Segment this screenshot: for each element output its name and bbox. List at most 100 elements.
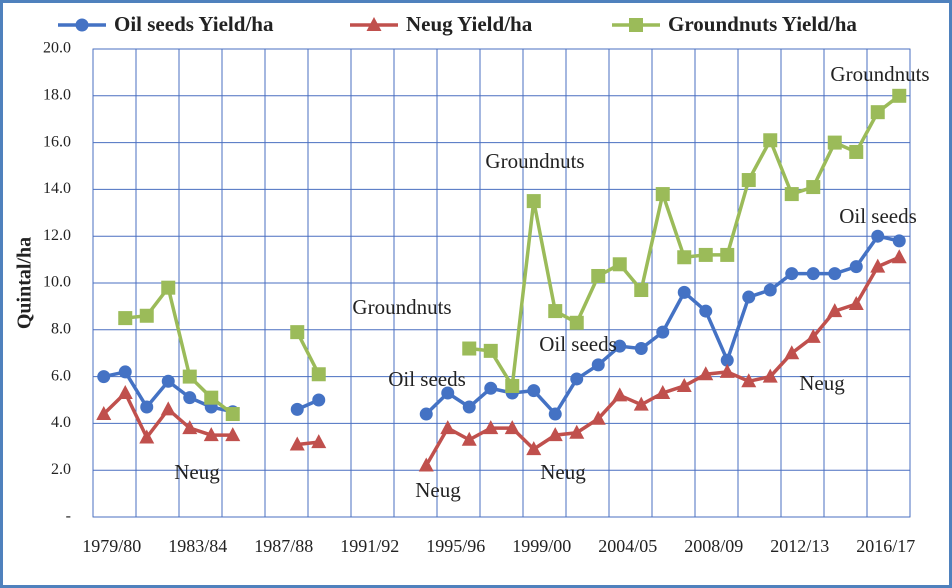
- data-point: [203, 427, 219, 442]
- data-point: [784, 345, 800, 360]
- data-point: [118, 311, 133, 326]
- data-point: [526, 441, 542, 456]
- legend-label: Neug Yield/ha: [406, 12, 533, 36]
- y-tick-label: 20.0: [43, 40, 71, 57]
- data-point: [612, 387, 628, 402]
- data-point: [590, 410, 606, 425]
- data-point: [526, 194, 541, 209]
- y-tick-label: 14.0: [43, 180, 71, 197]
- data-point: [806, 267, 820, 281]
- data-point: [676, 377, 692, 392]
- y-tick-label: 6.0: [51, 367, 71, 384]
- data-point: [849, 260, 863, 274]
- data-point: [785, 267, 799, 281]
- data-point: [870, 105, 885, 120]
- data-point: [570, 372, 584, 386]
- data-point: [720, 247, 735, 262]
- data-point: [225, 427, 241, 442]
- y-tick-label: 2.0: [51, 461, 71, 478]
- annotation: Groundnuts: [352, 295, 451, 319]
- data-point: [871, 229, 885, 243]
- legend-marker: [366, 17, 382, 31]
- data-point: [569, 424, 585, 439]
- data-point: [634, 342, 648, 356]
- data-point: [547, 427, 563, 442]
- data-point: [204, 390, 219, 405]
- data-point: [655, 384, 671, 399]
- data-point: [483, 343, 498, 358]
- data-point: [311, 367, 326, 382]
- data-point: [892, 88, 907, 103]
- data-point: [140, 400, 154, 414]
- data-point: [548, 407, 562, 421]
- annotation: Oil seeds: [388, 367, 466, 391]
- y-tick-label: 4.0: [51, 414, 71, 431]
- data-point: [828, 267, 842, 281]
- annotation: Neug: [415, 478, 461, 502]
- data-point: [634, 283, 649, 298]
- data-point: [484, 381, 498, 395]
- data-point: [182, 369, 197, 384]
- data-point: [719, 363, 735, 378]
- data-point: [591, 358, 605, 372]
- data-point: [849, 144, 864, 159]
- data-point: [505, 378, 520, 393]
- annotation: Neug: [174, 460, 220, 484]
- data-point: [655, 187, 670, 202]
- data-point: [462, 341, 477, 356]
- data-point: [613, 339, 627, 353]
- data-point: [97, 370, 111, 384]
- annotation: Neug: [799, 371, 845, 395]
- y-tick-label: 12.0: [43, 227, 71, 244]
- data-point: [161, 280, 176, 295]
- x-tick-label: 1987/88: [254, 536, 313, 556]
- data-point: [892, 234, 906, 248]
- data-point: [805, 328, 821, 343]
- series-line: [295, 331, 321, 376]
- data-point: [289, 436, 305, 451]
- data-point: [656, 325, 670, 339]
- data-point: [741, 173, 756, 188]
- data-point: [827, 135, 842, 150]
- data-point: [161, 374, 175, 388]
- data-point: [591, 268, 606, 283]
- data-point: [312, 393, 326, 407]
- x-tick-label: 2012/13: [770, 536, 829, 556]
- legend-marker: [629, 18, 643, 32]
- data-point: [827, 303, 843, 318]
- annotation: Oil seeds: [539, 332, 617, 356]
- y-tick-label: -: [66, 508, 71, 525]
- x-tick-label: 1991/92: [340, 536, 399, 556]
- legend-marker: [75, 18, 89, 32]
- data-point: [483, 420, 499, 435]
- y-axis-label: Quintal/ha: [14, 237, 36, 329]
- x-tick-label: 2008/09: [684, 536, 743, 556]
- data-point: [419, 407, 433, 421]
- data-point: [699, 304, 713, 318]
- annotation: Groundnuts: [485, 149, 584, 173]
- data-point: [96, 406, 112, 421]
- x-tick-label: 1999/00: [512, 536, 571, 556]
- x-tick-label: 1979/80: [82, 536, 141, 556]
- data-point: [504, 420, 520, 435]
- x-tick-label: 2004/05: [598, 536, 657, 556]
- data-point: [698, 366, 714, 381]
- y-tick-label: 16.0: [43, 133, 71, 150]
- data-point: [784, 187, 799, 202]
- data-point: [290, 402, 304, 416]
- legend-label: Groundnuts Yield/ha: [668, 12, 857, 36]
- data-point: [763, 133, 778, 148]
- x-tick-label: 1995/96: [426, 536, 485, 556]
- data-point: [548, 304, 563, 319]
- data-point: [806, 180, 821, 195]
- data-point: [418, 457, 434, 472]
- data-point: [139, 429, 155, 444]
- data-point: [225, 407, 240, 422]
- y-tick-label: 10.0: [43, 274, 71, 291]
- data-point: [742, 290, 756, 304]
- data-point: [160, 401, 176, 416]
- data-point: [118, 365, 132, 379]
- data-point: [612, 257, 627, 272]
- data-point: [848, 296, 864, 311]
